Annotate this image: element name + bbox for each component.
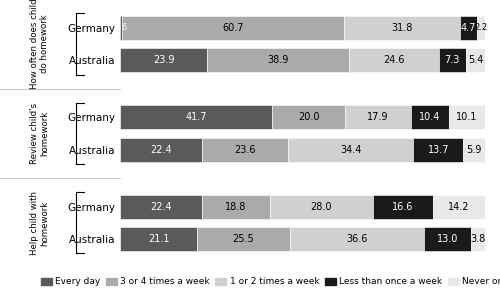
Bar [424, 227, 471, 251]
Text: 23.9: 23.9 [153, 55, 174, 65]
Bar [464, 138, 485, 162]
Text: 3.8: 3.8 [470, 234, 486, 244]
Bar [344, 16, 460, 40]
Text: 10.4: 10.4 [419, 112, 440, 122]
Bar [270, 194, 372, 218]
Text: 0.6: 0.6 [114, 23, 128, 32]
Bar [120, 48, 207, 73]
Bar [460, 16, 477, 40]
Text: 13.0: 13.0 [436, 234, 458, 244]
Text: 7.3: 7.3 [444, 55, 460, 65]
Bar [448, 105, 486, 129]
Bar [122, 16, 344, 40]
Text: Help child with
homework: Help child with homework [30, 191, 50, 255]
Bar [466, 48, 485, 73]
Bar [202, 138, 288, 162]
Text: 10.1: 10.1 [456, 112, 477, 122]
Bar [372, 194, 433, 218]
Bar [207, 48, 349, 73]
Text: 25.5: 25.5 [232, 234, 254, 244]
Text: 20.0: 20.0 [298, 112, 320, 122]
Text: 22.4: 22.4 [150, 202, 172, 212]
Text: 23.6: 23.6 [234, 145, 256, 155]
Text: 16.6: 16.6 [392, 202, 413, 212]
Bar [433, 194, 485, 218]
Text: 4.7: 4.7 [460, 23, 476, 33]
Text: How often does child
do homework: How often does child do homework [30, 0, 50, 89]
Bar [471, 227, 485, 251]
Bar [202, 194, 270, 218]
Bar [477, 16, 485, 40]
Bar [410, 105, 449, 129]
Bar [120, 138, 202, 162]
Legend: Every day, 3 or 4 times a week, 1 or 2 times a week, Less than once a week, Neve: Every day, 3 or 4 times a week, 1 or 2 t… [38, 274, 500, 290]
Bar [345, 105, 410, 129]
Text: 13.7: 13.7 [428, 145, 449, 155]
Text: 36.6: 36.6 [346, 234, 368, 244]
Text: 31.8: 31.8 [391, 23, 412, 33]
Text: Review child's
homework: Review child's homework [30, 103, 50, 164]
Text: 22.4: 22.4 [150, 145, 172, 155]
Text: 5.4: 5.4 [468, 55, 483, 65]
Bar [349, 48, 439, 73]
Bar [120, 105, 272, 129]
Text: 14.2: 14.2 [448, 202, 470, 212]
Bar [414, 138, 464, 162]
Bar [120, 194, 202, 218]
Bar [439, 48, 466, 73]
Bar [272, 105, 345, 129]
Text: 60.7: 60.7 [222, 23, 244, 33]
Bar [197, 227, 290, 251]
Text: 34.4: 34.4 [340, 145, 361, 155]
Text: 38.9: 38.9 [268, 55, 289, 65]
Text: 28.0: 28.0 [310, 202, 332, 212]
Bar [288, 138, 414, 162]
Text: 5.9: 5.9 [466, 145, 482, 155]
Text: 17.9: 17.9 [367, 112, 388, 122]
Bar [120, 16, 122, 40]
Text: 18.8: 18.8 [226, 202, 247, 212]
Text: 2.2: 2.2 [474, 23, 488, 32]
Text: 41.7: 41.7 [186, 112, 207, 122]
Bar [290, 227, 424, 251]
Bar [120, 227, 197, 251]
Text: 21.1: 21.1 [148, 234, 170, 244]
Text: 24.6: 24.6 [384, 55, 405, 65]
